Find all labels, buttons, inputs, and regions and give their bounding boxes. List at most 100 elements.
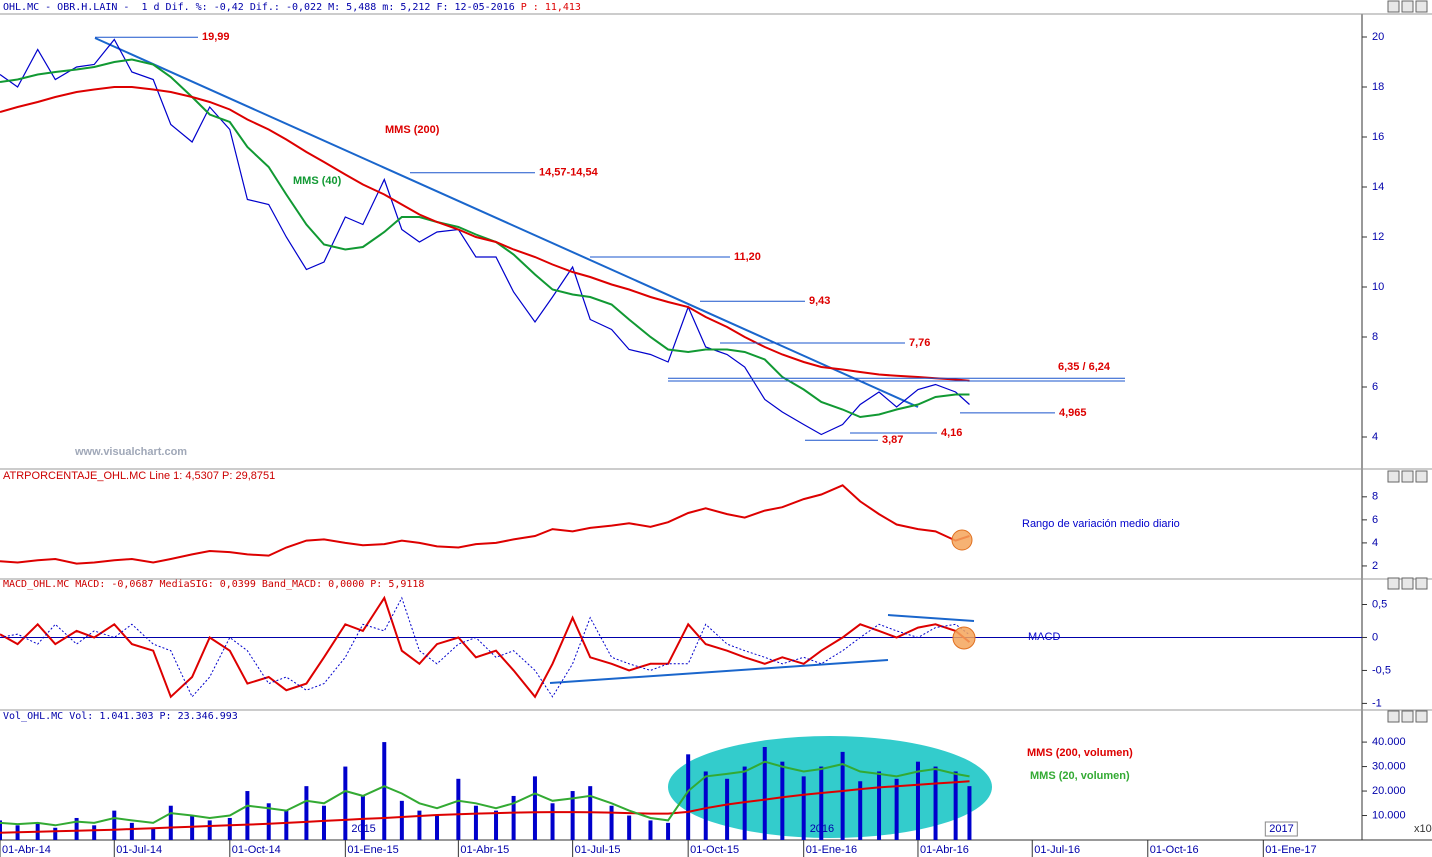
series-label: MMS (40) xyxy=(293,175,342,187)
y-tick-label: -1 xyxy=(1372,697,1382,709)
bar xyxy=(112,810,117,840)
bar xyxy=(858,781,863,840)
bar xyxy=(227,817,232,840)
bar xyxy=(129,822,134,840)
x-tick-label: 01-Jul-14 xyxy=(116,844,162,856)
bar xyxy=(742,766,747,840)
series-label: MMS (200, volumen) xyxy=(1027,747,1133,759)
series-line xyxy=(0,760,970,827)
series-line xyxy=(0,596,970,698)
bar xyxy=(417,810,422,840)
button-close[interactable] xyxy=(1415,0,1428,13)
bar xyxy=(53,827,58,840)
bar xyxy=(915,761,920,840)
x-tick-label: 01-Abr-16 xyxy=(920,844,969,856)
button-close[interactable] xyxy=(1415,577,1428,590)
bar xyxy=(627,815,632,840)
button-minimize[interactable] xyxy=(1387,577,1400,590)
y-tick-label: 12 xyxy=(1372,231,1384,243)
x-tick-label: 01-Oct-15 xyxy=(690,844,739,856)
y-tick-label: 8 xyxy=(1372,331,1378,343)
header-price: P : 11,413 xyxy=(521,2,581,13)
bar xyxy=(399,800,404,840)
series-line xyxy=(0,38,970,436)
x-tick-label: 01-Ene-15 xyxy=(347,844,398,856)
series-line xyxy=(0,484,970,565)
annotation: Rango de variación medio diario xyxy=(1022,518,1180,530)
header-info: OHL.MC - OBR.H.LAIN - 1 d Dif. %: -0,42 … xyxy=(3,2,515,13)
bar xyxy=(801,776,806,840)
y-tick-label: -0,5 xyxy=(1372,664,1391,676)
x-tick-label: 01-Ene-16 xyxy=(806,844,857,856)
bar xyxy=(266,803,271,840)
series-line xyxy=(0,86,970,382)
bar xyxy=(686,754,691,840)
unit-label: x100 xyxy=(1414,823,1432,835)
bar xyxy=(473,805,478,840)
y-tick-label: 20.000 xyxy=(1372,785,1406,797)
bar xyxy=(207,820,212,840)
bar xyxy=(511,795,516,840)
y-tick-label: 4 xyxy=(1372,431,1378,443)
bar xyxy=(570,791,575,840)
highlight-circle xyxy=(952,626,976,650)
y-tick-label: 40.000 xyxy=(1372,736,1406,748)
y-tick-label: 2 xyxy=(1372,560,1378,572)
bar xyxy=(550,803,555,840)
highlight-circle xyxy=(951,529,973,551)
window-buttons xyxy=(1387,0,1428,723)
panel-title: Vol_OHL.MC Vol: 1.041.303 P: 23.346.993 xyxy=(3,711,238,722)
button-maximize[interactable] xyxy=(1401,710,1414,723)
button-minimize[interactable] xyxy=(1387,0,1400,13)
level-label: 4,965 xyxy=(1059,407,1087,419)
header-text: OHL.MC - OBR.H.LAIN - 1 d Dif. %: -0,42 … xyxy=(3,2,581,13)
level-label: 6,35 / 6,24 xyxy=(1058,361,1111,373)
level-label: 9,43 xyxy=(809,295,830,307)
bar xyxy=(74,817,79,840)
bar xyxy=(703,771,708,840)
bar xyxy=(725,778,730,840)
button-maximize[interactable] xyxy=(1401,577,1414,590)
button-close[interactable] xyxy=(1415,710,1428,723)
panel-title: ATRPORCENTAJE_OHL.MC Line 1: 4,5307 P: 2… xyxy=(3,470,275,482)
bar xyxy=(840,751,845,840)
y-tick-label: 18 xyxy=(1372,81,1384,93)
level-label: 14,57-14,54 xyxy=(539,167,599,179)
button-close[interactable] xyxy=(1415,470,1428,483)
watermark: www.visualchart.com xyxy=(74,446,187,458)
y-tick-label: 30.000 xyxy=(1372,760,1406,772)
bar xyxy=(343,766,348,840)
y-tick-label: 8 xyxy=(1372,491,1378,503)
bar xyxy=(245,791,250,840)
button-minimize[interactable] xyxy=(1387,710,1400,723)
level-label: 11,20 xyxy=(734,251,761,263)
series-line xyxy=(0,780,970,834)
bar xyxy=(456,778,461,840)
bar xyxy=(382,742,387,840)
bar xyxy=(168,805,173,840)
macd-trend-line xyxy=(549,659,889,684)
bar xyxy=(877,771,882,840)
button-maximize[interactable] xyxy=(1401,470,1414,483)
button-minimize[interactable] xyxy=(1387,470,1400,483)
x-tick-label: 01-Jul-16 xyxy=(1034,844,1080,856)
bar xyxy=(532,776,537,840)
y-tick-label: 4 xyxy=(1372,537,1378,549)
y-tick-label: 16 xyxy=(1372,131,1384,143)
x-tick-label: 01-Abr-15 xyxy=(460,844,509,856)
highlight-ellipse xyxy=(668,736,992,838)
button-maximize[interactable] xyxy=(1401,0,1414,13)
bar xyxy=(151,827,156,840)
bar xyxy=(780,761,785,840)
x-tick-label: 01-Ene-17 xyxy=(1265,844,1316,856)
y-tick-label: 10 xyxy=(1372,281,1384,293)
bar xyxy=(819,766,824,840)
level-label: 3,87 xyxy=(882,434,903,446)
bar xyxy=(648,820,653,840)
panel-title: MACD_OHL.MC MACD: -0,0687 MediaSIG: 0,03… xyxy=(3,579,424,590)
level-label: 4,16 xyxy=(941,427,962,439)
bar xyxy=(609,805,614,840)
y-tick-label: 0 xyxy=(1372,631,1378,643)
